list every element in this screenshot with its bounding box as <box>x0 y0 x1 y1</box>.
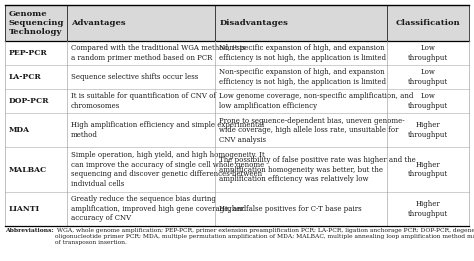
Text: Higher
throughput: Higher throughput <box>408 161 448 178</box>
Text: LA-PCR: LA-PCR <box>9 73 42 81</box>
Text: The possibility of false positive rate was higher and the
amplification homogene: The possibility of false positive rate w… <box>219 156 416 183</box>
Text: LIANTI: LIANTI <box>9 205 40 213</box>
Text: Higher
throughput: Higher throughput <box>408 121 448 139</box>
Text: Higher
throughput: Higher throughput <box>408 200 448 218</box>
Text: Low
throughput: Low throughput <box>408 68 448 86</box>
Text: Higher false positives for C-T base pairs: Higher false positives for C-T base pair… <box>219 205 362 213</box>
Text: PEP-PCR: PEP-PCR <box>9 49 48 57</box>
Text: Sequence selective shifts occur less: Sequence selective shifts occur less <box>71 73 198 81</box>
Text: Disadvantages: Disadvantages <box>219 19 288 27</box>
Text: DOP-PCR: DOP-PCR <box>9 97 49 105</box>
Text: It is suitable for quantification of CNV of
chromosomes: It is suitable for quantification of CNV… <box>71 92 216 110</box>
Text: High amplification efficiency and simple experimental
method: High amplification efficiency and simple… <box>71 121 264 139</box>
Text: Abbreviations:: Abbreviations: <box>5 228 54 233</box>
Bar <box>5 5 469 41</box>
Text: MALBAC: MALBAC <box>9 165 47 174</box>
Text: Advantages: Advantages <box>71 19 125 27</box>
Text: Prone to sequence-dependent bias, uneven genome-
wide coverage, high allele loss: Prone to sequence-dependent bias, uneven… <box>219 117 405 144</box>
Text: Low genome coverage, non-specific amplification, and
low amplification efficienc: Low genome coverage, non-specific amplif… <box>219 92 414 110</box>
Text: WGA, whole genome amplification; PEP-PCR, primer extension preamplification PCR;: WGA, whole genome amplification; PEP-PCR… <box>55 228 474 245</box>
Text: Low
throughput: Low throughput <box>408 44 448 62</box>
Text: Genome
Sequencing
Technology: Genome Sequencing Technology <box>9 10 64 36</box>
Text: Greatly reduce the sequence bias during
amplification, improved high gene covera: Greatly reduce the sequence bias during … <box>71 195 246 222</box>
Text: MDA: MDA <box>9 126 30 134</box>
Text: Simple operation, high yield, and high homogeneity. It
can improve the accuracy : Simple operation, high yield, and high h… <box>71 151 264 188</box>
Text: Low
throughput: Low throughput <box>408 92 448 110</box>
Text: Compared with the traditional WGA method, it is
a random primer method based on : Compared with the traditional WGA method… <box>71 44 245 62</box>
Text: Non-specific expansion of high, and expansion
efficiency is not high, the applic: Non-specific expansion of high, and expa… <box>219 44 386 62</box>
Text: Non-specific expansion of high, and expansion
efficiency is not high, the applic: Non-specific expansion of high, and expa… <box>219 68 386 86</box>
Text: Classification: Classification <box>396 19 460 27</box>
